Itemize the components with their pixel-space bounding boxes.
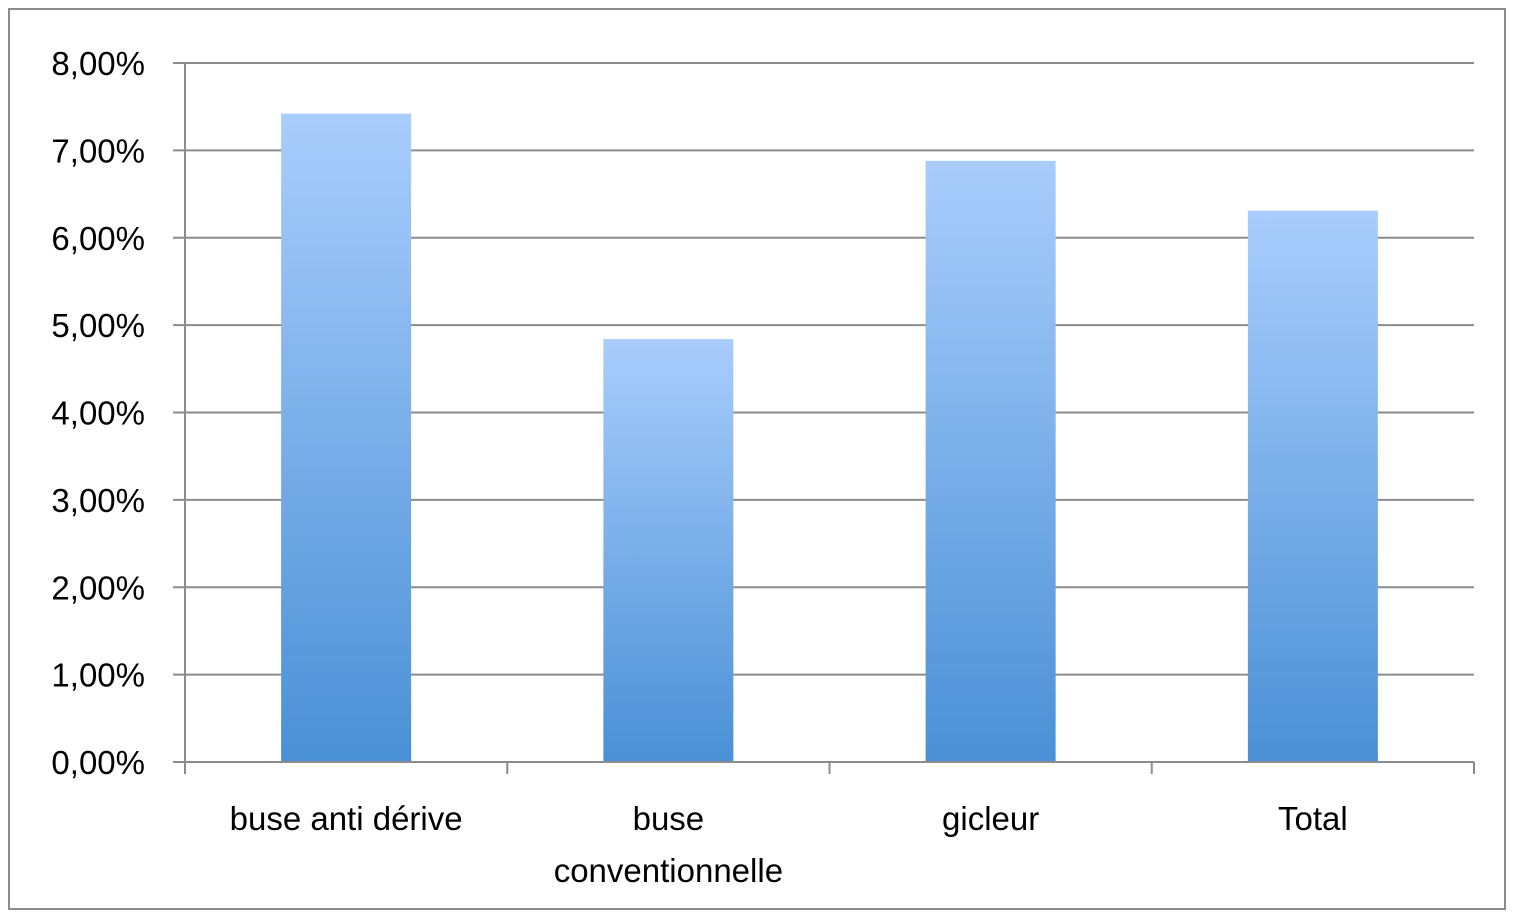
y-tick-label: 8,00% bbox=[51, 45, 145, 82]
bars bbox=[281, 113, 1378, 763]
y-tick-label: 3,00% bbox=[51, 482, 145, 519]
x-category-label: buse bbox=[633, 800, 705, 837]
bar bbox=[281, 113, 412, 763]
x-category-labels: buse anti dérive buse conventionnelle gicle… bbox=[230, 800, 1348, 889]
x-category-label: buse anti dérive bbox=[230, 800, 463, 837]
y-tick-label: 0,00% bbox=[51, 744, 145, 781]
x-category-label: conventionnelle bbox=[554, 852, 783, 889]
x-category-label: gicleur bbox=[942, 800, 1039, 837]
y-tick-label: 6,00% bbox=[51, 220, 145, 257]
y-tick-label: 4,00% bbox=[51, 395, 145, 432]
y-tick-label: 1,00% bbox=[51, 657, 145, 694]
bar bbox=[603, 339, 734, 762]
y-tick-labels: 0,00% 1,00% 2,00% 3,00% 4,00% 5,00% 6,00% 7,00%… bbox=[51, 45, 185, 781]
x-category-label: Total bbox=[1278, 800, 1348, 837]
bar bbox=[1247, 210, 1378, 762]
y-tick-label: 2,00% bbox=[51, 569, 145, 606]
y-tick-label: 5,00% bbox=[51, 307, 145, 344]
y-tick-label: 7,00% bbox=[51, 132, 145, 169]
bar bbox=[925, 160, 1056, 763]
